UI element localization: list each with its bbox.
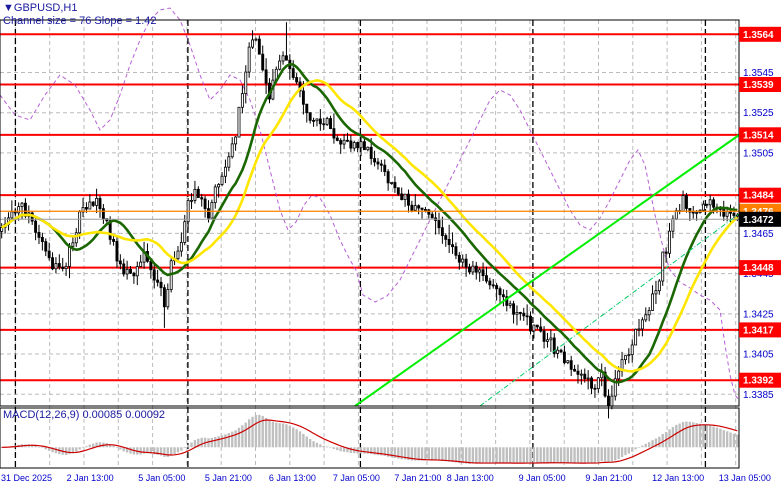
- svg-text:2 Jan 13:00: 2 Jan 13:00: [67, 473, 114, 483]
- svg-text:12 Jan 13:00: 12 Jan 13:00: [652, 473, 704, 483]
- svg-text:1.3514: 1.3514: [743, 130, 774, 141]
- svg-text:1.3525: 1.3525: [743, 108, 774, 119]
- svg-text:1.3392: 1.3392: [743, 376, 774, 387]
- svg-text:1.3385: 1.3385: [743, 390, 774, 401]
- svg-text:1.3465: 1.3465: [743, 229, 774, 240]
- svg-text:1.3539: 1.3539: [743, 80, 774, 91]
- svg-text:1.3472: 1.3472: [743, 215, 774, 226]
- svg-text:8 Jan 13:00: 8 Jan 13:00: [447, 473, 494, 483]
- svg-text:1.3564: 1.3564: [743, 30, 774, 41]
- svg-text:7 Jan 21:00: 7 Jan 21:00: [394, 473, 441, 483]
- svg-text:9 Jan 05:00: 9 Jan 05:00: [519, 473, 566, 483]
- svg-text:5 Jan 05:00: 5 Jan 05:00: [138, 473, 185, 483]
- svg-text:9 Jan 21:00: 9 Jan 21:00: [585, 473, 632, 483]
- svg-text:13 Jan 05:00: 13 Jan 05:00: [719, 473, 771, 483]
- svg-text:1.3505: 1.3505: [743, 148, 774, 159]
- svg-text:1.3484: 1.3484: [743, 191, 774, 202]
- svg-text:5 Jan 21:00: 5 Jan 21:00: [205, 473, 252, 483]
- svg-text:1.3405: 1.3405: [743, 350, 774, 361]
- svg-text:7 Jan 05:00: 7 Jan 05:00: [333, 473, 380, 483]
- svg-text:31 Dec 2025: 31 Dec 2025: [1, 473, 52, 483]
- svg-text:1.3425: 1.3425: [743, 309, 774, 320]
- svg-text:1.3448: 1.3448: [743, 263, 774, 274]
- svg-text:1.3417: 1.3417: [743, 325, 774, 336]
- svg-text:6 Jan 13:00: 6 Jan 13:00: [269, 473, 316, 483]
